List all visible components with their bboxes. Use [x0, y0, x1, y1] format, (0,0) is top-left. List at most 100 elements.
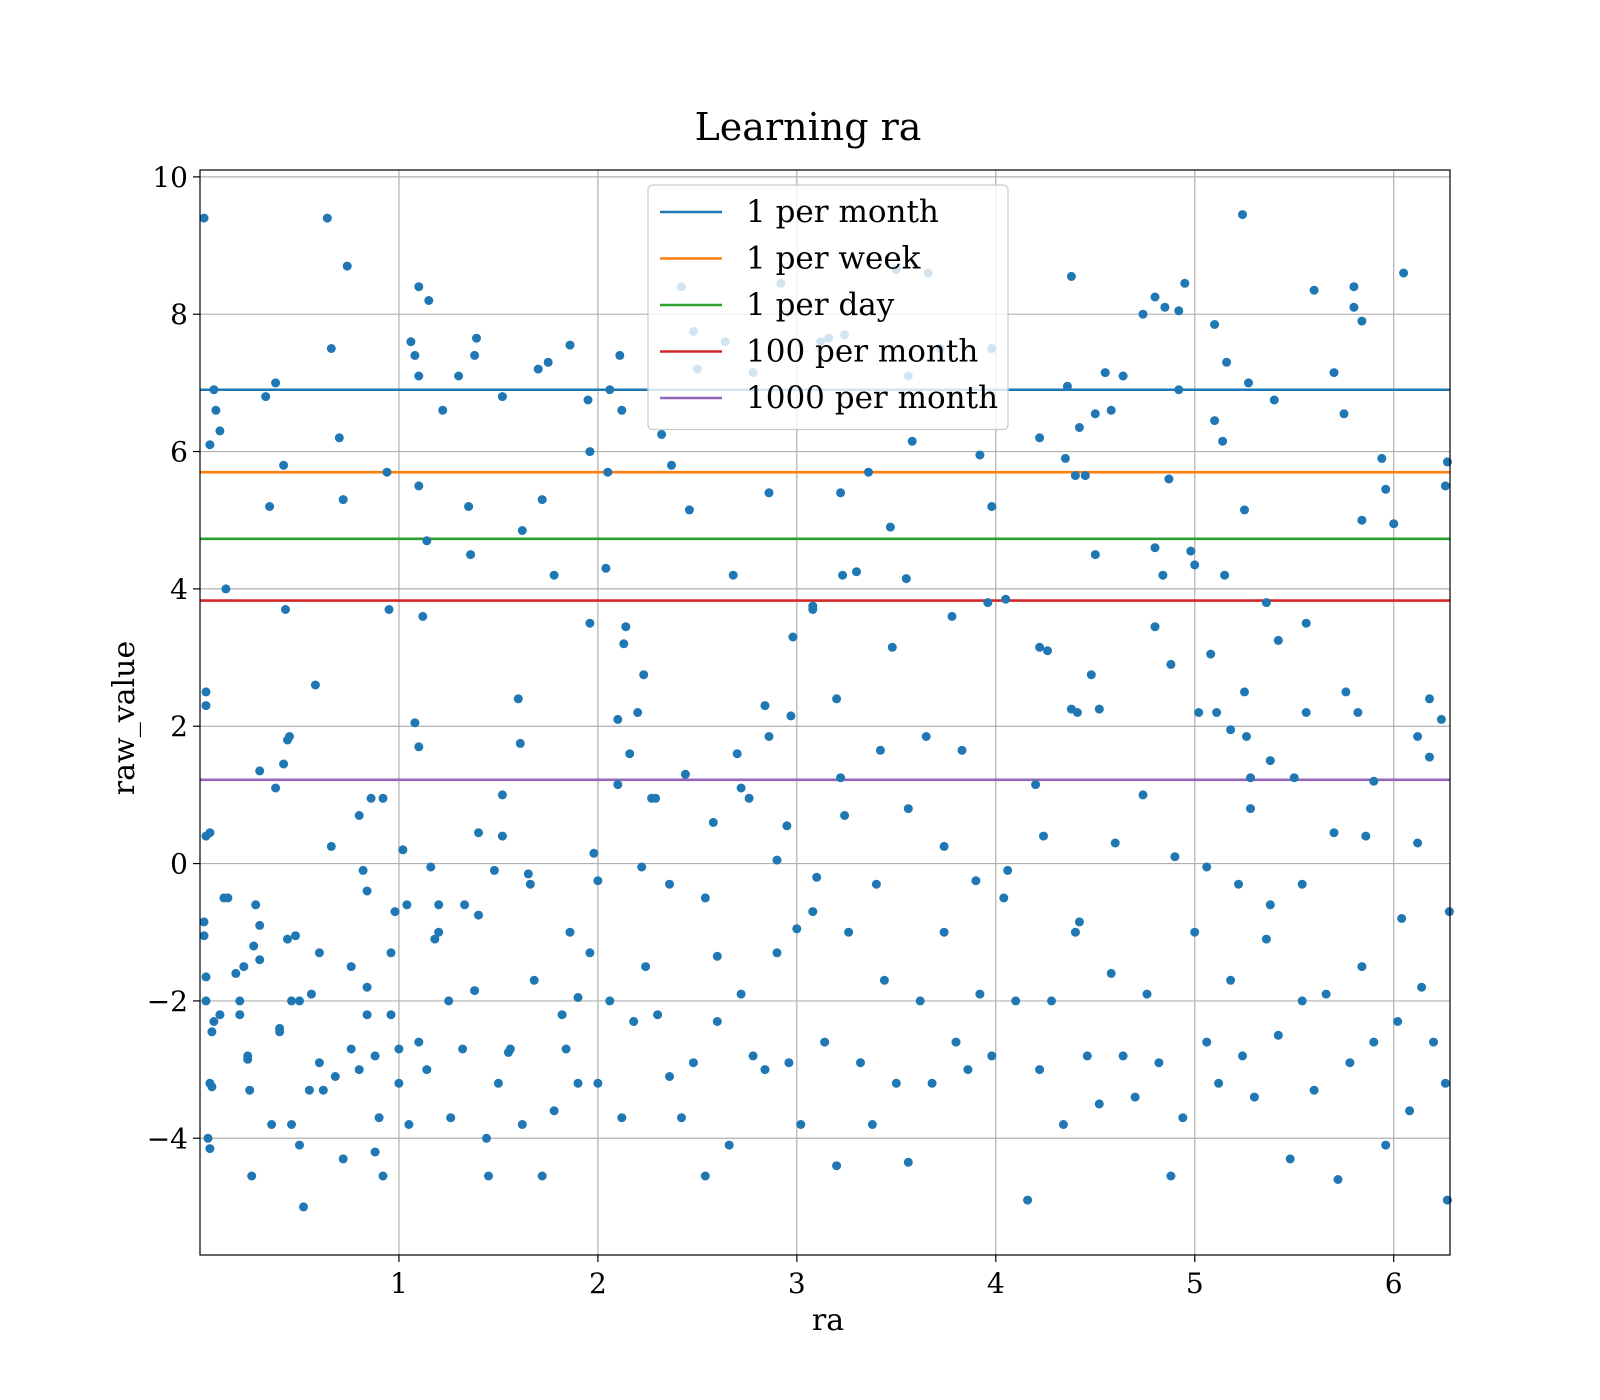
data-point-99	[517, 526, 527, 535]
data-point-182	[1060, 453, 1070, 463]
data-point-87	[464, 502, 474, 511]
data-point-56	[346, 962, 356, 972]
data-point-330	[1094, 1099, 1104, 1109]
data-point-303	[772, 948, 782, 958]
data-point-77	[414, 282, 424, 292]
data-point-265	[354, 1065, 364, 1075]
data-point-361	[223, 893, 233, 903]
data-point-78	[418, 611, 428, 621]
data-point-68	[394, 1078, 404, 1088]
data-point-74	[414, 371, 424, 381]
data-point-203	[1166, 659, 1176, 669]
data-point-70	[402, 900, 412, 910]
data-point-13	[201, 996, 211, 1006]
data-point-52	[326, 841, 336, 851]
data-point-299	[724, 1140, 734, 1150]
data-point-0	[199, 213, 209, 223]
data-point-353	[1369, 1037, 1379, 1047]
data-point-382	[1074, 917, 1084, 927]
data-point-274	[434, 927, 444, 937]
data-point-10	[199, 917, 209, 927]
data-point-247	[1425, 694, 1434, 704]
data-point-282	[529, 975, 539, 985]
data-point-187	[1074, 423, 1084, 432]
data-point-340	[1214, 1078, 1224, 1088]
data-point-212	[1210, 320, 1220, 329]
data-point-57	[354, 811, 364, 820]
data-point-331	[1106, 968, 1116, 978]
data-point-368	[565, 927, 575, 937]
legend-entry-label: 1000 per month	[746, 380, 998, 416]
data-point-217	[1226, 725, 1236, 735]
data-point-213	[1212, 708, 1222, 717]
data-point-179	[1035, 433, 1045, 443]
data-point-27	[247, 1171, 257, 1181]
data-point-229	[1289, 773, 1299, 783]
data-point-345	[1273, 1030, 1283, 1040]
data-point-257	[275, 1027, 285, 1037]
data-point-289	[605, 996, 615, 1006]
data-point-235	[1341, 687, 1351, 697]
data-point-325	[1035, 1065, 1045, 1075]
data-point-199	[1150, 622, 1160, 632]
legend-entry-label: 1 per week	[746, 241, 921, 277]
data-point-76	[414, 742, 424, 752]
data-point-347	[1297, 996, 1307, 1006]
data-point-196	[1138, 309, 1148, 319]
data-point-146	[786, 711, 796, 721]
data-point-293	[653, 1010, 663, 1020]
data-point-72	[410, 350, 420, 360]
data-point-142	[764, 488, 774, 498]
data-point-113	[601, 563, 611, 573]
data-point-296	[688, 1058, 698, 1068]
data-point-159	[864, 467, 873, 477]
data-point-236	[1349, 282, 1359, 292]
data-point-180	[1043, 646, 1052, 656]
data-point-226	[1265, 756, 1275, 766]
data-point-63	[378, 793, 388, 803]
data-point-319	[963, 1065, 973, 1075]
data-point-154	[836, 773, 846, 783]
legend: 1 per month 1 per week 1 per day 100 per mo…	[647, 184, 1009, 431]
data-point-208	[1190, 560, 1200, 570]
data-point-313	[891, 1078, 901, 1088]
data-point-143	[764, 732, 774, 741]
data-point-272	[414, 1037, 424, 1047]
x-tick-label: 2	[589, 1267, 607, 1300]
data-point-387	[1234, 879, 1243, 889]
data-point-292	[641, 962, 651, 972]
data-point-123	[633, 708, 643, 717]
data-point-106	[565, 340, 575, 350]
data-point-338	[1190, 927, 1200, 937]
data-point-346	[1285, 1154, 1295, 1164]
data-point-98	[515, 738, 525, 748]
data-point-215	[1220, 570, 1230, 580]
data-point-111	[589, 848, 599, 858]
data-point-363	[362, 886, 372, 896]
data-point-145	[782, 821, 792, 831]
data-point-4	[205, 440, 215, 450]
data-point-223	[1246, 773, 1255, 783]
data-point-198	[1150, 543, 1160, 553]
data-point-80	[424, 296, 434, 305]
data-point-24	[239, 962, 249, 972]
data-point-189	[1086, 670, 1096, 680]
y-axis-label: raw_value	[107, 641, 142, 795]
data-point-194	[1106, 405, 1116, 415]
data-point-131	[684, 505, 694, 515]
chart-title: Learning ra	[695, 105, 922, 149]
data-point-95	[497, 790, 507, 800]
data-point-38	[281, 605, 290, 614]
data-point-138	[732, 749, 742, 759]
axis-ticks: 1 2 3 4 5 6 −4 −2 0 2 4 6 8 10	[147, 161, 1403, 1300]
data-point-19	[203, 1133, 213, 1143]
data-point-327	[1058, 1120, 1068, 1129]
data-point-381	[1039, 831, 1048, 841]
data-point-218	[1238, 210, 1247, 220]
data-point-372	[744, 793, 754, 803]
data-point-174	[987, 502, 997, 511]
data-point-390	[1329, 828, 1339, 838]
data-point-275	[446, 1113, 456, 1123]
data-point-207	[1186, 546, 1196, 556]
data-point-101	[533, 364, 543, 374]
